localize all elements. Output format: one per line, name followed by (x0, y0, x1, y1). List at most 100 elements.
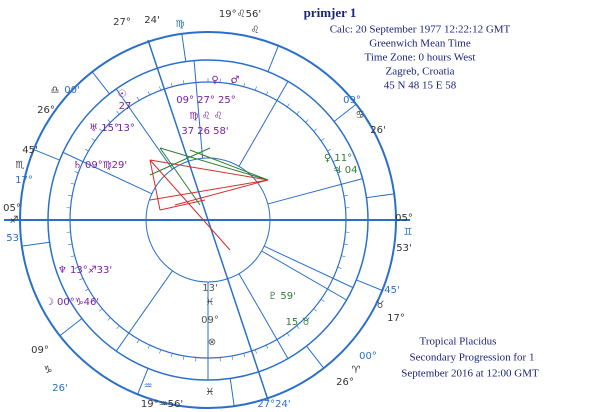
wheel-label: 26° (37, 105, 55, 116)
degree-tick (136, 339, 140, 344)
footer-lines: Tropical Placidus Secondary Progression f… (401, 336, 539, 380)
degree-tick (170, 353, 173, 358)
wheel-label: ♑ (44, 365, 53, 376)
degree-tick (243, 353, 246, 358)
degree-tick (341, 255, 346, 258)
wheel-label: ♃ 04 (333, 165, 358, 176)
header-line: Time Zone: 0 hours West (365, 52, 476, 64)
degree-tick (99, 308, 103, 312)
degree-tick (231, 80, 233, 85)
degree-tick (305, 119, 309, 123)
wheel-label: ♉ (376, 300, 385, 311)
sign-divider (21, 241, 50, 247)
degree-tick (343, 195, 348, 197)
wheel-label: ♓ (206, 387, 215, 398)
wheel-label: 45' (22, 145, 37, 156)
sign-divider (137, 368, 149, 395)
wheel-label: ♆ 13°♐33' (58, 265, 112, 276)
wheel-label: 00' (64, 85, 79, 96)
wheel-label: 26' (52, 383, 67, 394)
wheel-label: 09° (201, 315, 219, 326)
wheel-label: 15 ♉ (286, 317, 311, 328)
aspect-line (149, 179, 269, 201)
aspect-line (149, 159, 161, 211)
degree-tick (107, 317, 111, 321)
wheel-label: 26' (370, 125, 385, 136)
mc-axis (147, 39, 269, 401)
wheel-label: 27 (119, 101, 132, 112)
header-lines: Calc: 20 September 1977 12:22:12 GMT Gree… (330, 24, 511, 92)
wheel-label: 53' (396, 243, 411, 254)
degree-tick (320, 138, 325, 142)
degree-tick (99, 128, 103, 132)
wheel-label: ♒ (144, 381, 153, 392)
house-cusp (115, 88, 173, 170)
wheel-label: 27° (113, 17, 131, 28)
wheel: 27° 24' ♍19°♌56'♌09°♋26'♊05°53'45'17°♉00°♈… (3, 9, 413, 410)
degree-tick (254, 349, 257, 354)
house-cusp (62, 151, 153, 195)
wheel-label: 13' (202, 283, 217, 294)
footer-line: Secondary Progression for 1 (410, 352, 535, 364)
wheel-label: 27°24' (257, 399, 290, 410)
degree-tick (332, 159, 337, 162)
wheel-label: 13° (117, 123, 135, 134)
degree-tick (343, 243, 348, 245)
wheel-label: ♈ (352, 365, 361, 376)
footer-line: September 2016 at 12:00 GMT (401, 368, 539, 380)
degree-tick (68, 243, 73, 245)
wheel-label: ♎ (51, 85, 60, 96)
wheel-label: 17° (15, 175, 33, 186)
degree-tick (286, 332, 290, 337)
aspect-line (159, 147, 201, 206)
degree-tick (296, 111, 300, 115)
wheel-label: 05° (395, 213, 413, 224)
degree-tick (183, 80, 185, 85)
house-cusp (267, 178, 363, 205)
aspect-line (159, 147, 269, 181)
degree-tick (327, 148, 332, 152)
sign-divider (229, 378, 235, 407)
degree-tick (84, 288, 89, 292)
degree-tick (337, 171, 342, 174)
degree-tick (70, 255, 75, 258)
degree-tick (313, 128, 317, 132)
degree-tick (91, 298, 96, 302)
degree-tick (70, 182, 75, 185)
degree-tick (296, 325, 300, 329)
degree-tick (231, 355, 233, 360)
wheel-label: ⊗ (208, 337, 216, 348)
degree-tick (91, 138, 96, 142)
degree-tick (305, 317, 309, 321)
wheel-label: ♏ (16, 160, 25, 171)
degree-tick (116, 325, 120, 329)
degree-tick (320, 298, 325, 302)
wheel-label: ♐ (10, 215, 19, 226)
wheel-label: 09° 27° 25° (176, 95, 236, 106)
wheel-label: ♓ (206, 297, 215, 308)
degree-tick (68, 195, 73, 197)
degree-tick (116, 111, 120, 115)
wheel-label: 05° (3, 203, 21, 214)
wheel-label: ☽ 00°♑46' (45, 297, 99, 308)
degree-tick (159, 349, 162, 354)
degree-tick (147, 344, 150, 349)
wheel-label: 09° (31, 345, 49, 356)
degree-tick (266, 344, 269, 349)
aspect-line (174, 179, 269, 206)
header-line: Zagreb, Croatia (385, 66, 454, 78)
house-cusp (238, 81, 289, 167)
sign-divider (366, 193, 395, 199)
sign-divider (33, 149, 60, 161)
sign-divider (333, 103, 357, 122)
degree-tick (243, 82, 246, 87)
wheel-label: 19°♌56' (219, 9, 261, 20)
wheel-label: ♇ 59' (268, 291, 296, 302)
wheel-label: 19°♒56' (141, 399, 183, 410)
wheel-label: ♍ (176, 19, 185, 30)
wheel-label: ☉ (118, 89, 127, 100)
header-line: 45 N 48 15 E 58 (384, 80, 457, 92)
wheel-label: ♌ (251, 25, 260, 36)
wheel-label: ♋ (356, 110, 365, 121)
